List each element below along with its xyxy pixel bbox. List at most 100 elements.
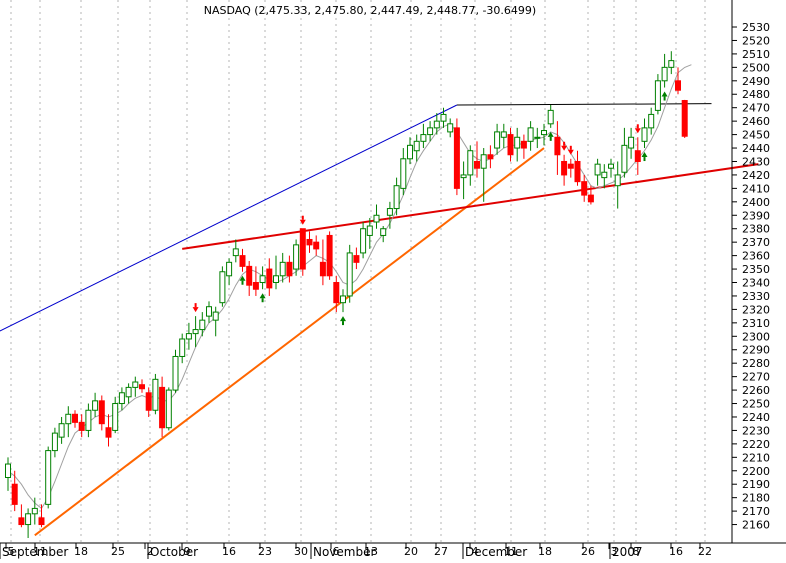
candle-up [5, 463, 11, 478]
x-day-label: 23 [258, 545, 272, 558]
candles [5, 51, 688, 538]
candle-up [447, 123, 454, 133]
y-tick-label: 2360 [742, 250, 770, 263]
x-day-label: 18 [74, 545, 88, 558]
y-tick-label: 2290 [742, 344, 770, 357]
y-tick-label: 2330 [742, 290, 770, 303]
candle-up [373, 214, 380, 223]
y-tick-label: 2250 [742, 398, 770, 411]
y-tick-label: 2270 [742, 371, 770, 384]
candle-down [453, 127, 460, 189]
x-day-label: 2 [147, 545, 154, 558]
candle-down [145, 392, 152, 411]
x-day-label: 11 [33, 545, 47, 558]
candle-up [427, 127, 434, 136]
y-tick-label: 2230 [742, 424, 770, 437]
y-tick-label: 2300 [742, 330, 770, 343]
candle-up [641, 127, 648, 142]
candle-up [340, 295, 346, 304]
candle-up [212, 311, 219, 321]
y-tick-label: 2170 [742, 505, 770, 518]
candle-up [219, 271, 226, 304]
x-day-label: 4 [472, 545, 479, 558]
y-tick-label: 2450 [742, 129, 770, 142]
candle-up [494, 131, 501, 149]
y-tick-label: 2310 [742, 317, 770, 330]
candle-up [614, 174, 621, 187]
candle-down [18, 517, 25, 526]
trend-line [182, 163, 759, 250]
candle-down [11, 483, 18, 505]
y-tick-label: 2160 [742, 519, 770, 532]
x-day-label: 3 [611, 545, 618, 558]
candle-up [85, 409, 92, 431]
candle-down [675, 80, 681, 91]
candle-up [648, 113, 655, 129]
candle-up [514, 136, 521, 149]
candle-up [165, 389, 172, 429]
candle-down [333, 282, 340, 304]
candle-down [487, 154, 494, 160]
x-day-label: 26 [581, 545, 595, 558]
candle-down [252, 282, 259, 290]
y-tick-label: 2180 [742, 492, 770, 505]
y-tick-label: 2420 [742, 169, 770, 182]
candle-down [681, 100, 688, 137]
x-day-label: 22 [698, 545, 712, 558]
support-line [34, 147, 545, 537]
trend-overlays [0, 103, 759, 537]
y-tick-label: 2440 [742, 142, 770, 155]
candle-up [460, 174, 467, 179]
candle-down [266, 268, 273, 289]
x-day-label: 5 [8, 545, 15, 558]
signal-arrows [192, 91, 668, 326]
x-day-label: 20 [404, 545, 418, 558]
candle-up [407, 144, 413, 160]
x-day-label: 18 [538, 545, 552, 558]
candle-up [400, 158, 407, 189]
chart-title: NASDAQ (2,475.33, 2,475.80, 2,447.49, 2,… [204, 4, 536, 17]
sell-arrow [567, 149, 574, 155]
candle-down [239, 255, 246, 267]
buy-arrow [641, 152, 648, 158]
candle-down [105, 427, 112, 438]
resistance-line [456, 103, 712, 106]
candle-up [51, 432, 58, 452]
candle-up [192, 329, 199, 335]
candle-up [380, 228, 387, 236]
x-day-label: 30 [294, 545, 308, 558]
x-day-label: 27 [434, 545, 448, 558]
y-tick-label: 2390 [742, 209, 770, 222]
candle-up [480, 154, 487, 169]
candle-up [112, 403, 119, 431]
candle-up [621, 144, 628, 173]
candle-down [139, 384, 145, 390]
buy-arrow [259, 293, 266, 299]
candle-up [366, 225, 373, 236]
candle-down [554, 136, 561, 156]
candle-down [561, 160, 568, 176]
candle-up [534, 136, 541, 139]
candle-up [226, 261, 233, 277]
candle-down [574, 160, 581, 183]
y-tick-label: 2460 [742, 115, 770, 128]
sell-arrow [299, 219, 306, 225]
y-axis: 2160217021802190220022102220223022402250… [732, 21, 770, 532]
candle-down [319, 261, 326, 277]
candle-up [601, 171, 608, 179]
candle-up [132, 381, 139, 388]
channel-line [0, 104, 458, 332]
x-axis: 5 11 18 25 2 9 16 23 30 6 13 20 27 4 11 18 26 3 8 16 22 Septe… [0, 543, 712, 559]
candle-up [45, 450, 52, 505]
y-tick-label: 2220 [742, 438, 770, 451]
y-tick-label: 2190 [742, 478, 770, 491]
y-tick-label: 2510 [742, 48, 770, 61]
x-month-label: December [465, 545, 527, 559]
y-tick-label: 2430 [742, 155, 770, 168]
y-tick-label: 2490 [742, 75, 770, 88]
candle-up [152, 378, 159, 411]
candle-down [581, 181, 588, 196]
candle-up [199, 319, 206, 331]
candle-up [172, 355, 179, 391]
